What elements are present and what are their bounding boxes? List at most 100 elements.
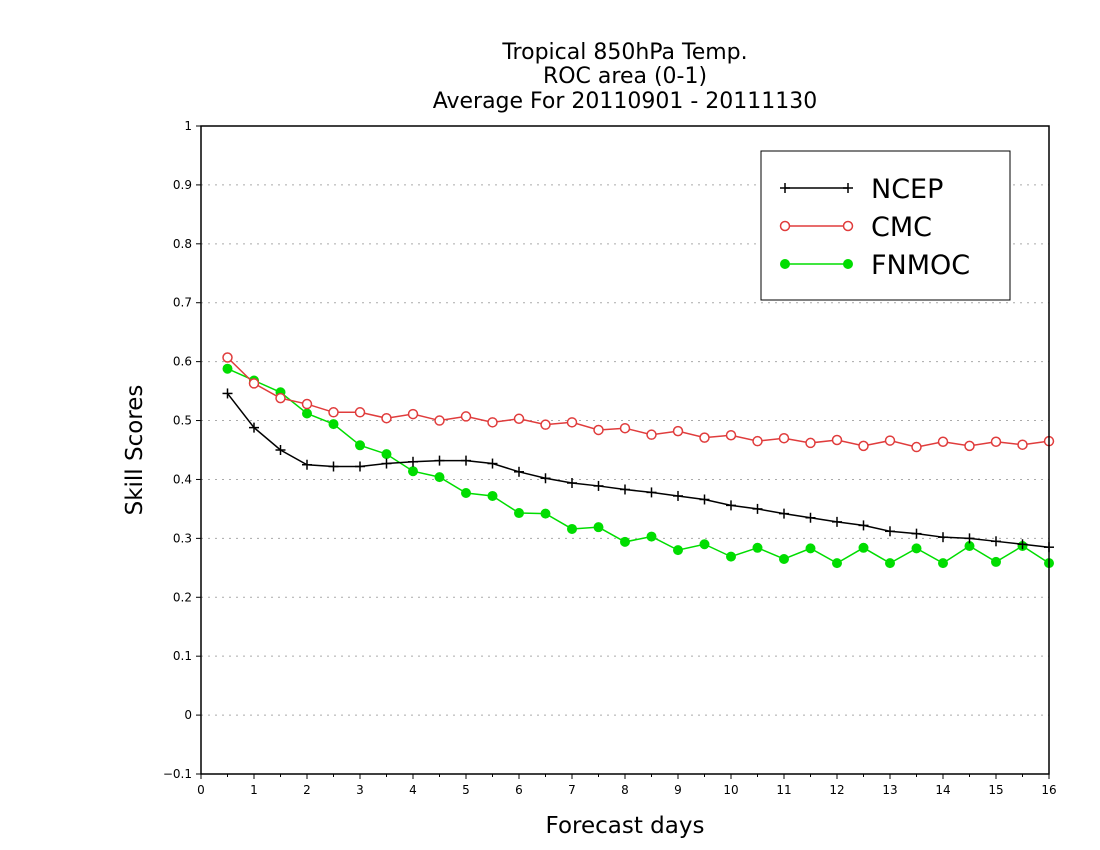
series-ncep-line — [226, 392, 1050, 548]
series-ncep-point — [832, 516, 842, 527]
series-fnmoc-point — [726, 551, 736, 562]
legend-marker — [843, 259, 853, 269]
series-cmc-point — [566, 417, 578, 428]
x-tick-label: 15 — [988, 783, 1003, 797]
series-fnmoc-point — [620, 536, 630, 547]
series-cmc-point — [937, 436, 949, 448]
series-cmc-point — [354, 407, 366, 418]
series-cmc-point — [778, 432, 790, 444]
chart-title-line-3: Average For 20110901 - 20111130 — [433, 89, 818, 114]
y-tick-label: 1 — [184, 119, 192, 133]
series-cmc-point — [911, 441, 922, 453]
series-ncep-point — [646, 487, 657, 498]
series-ncep-point — [620, 484, 630, 495]
series-ncep-point — [858, 520, 869, 531]
series-ncep-point — [911, 528, 922, 539]
chart-title-line-1: Tropical 850hPa Temp. — [501, 40, 747, 65]
y-tick-label: −0.1 — [163, 767, 192, 781]
axis-ticks: −0.100.10.20.30.40.50.60.70.80.910 1 2 3 4 5 6… — [163, 119, 1057, 797]
series-cmc-point — [460, 411, 472, 422]
series-cmc-point — [381, 412, 392, 424]
series-ncep-point — [673, 490, 683, 501]
series-fnmoc-point — [381, 449, 392, 460]
series-ncep-point — [885, 526, 895, 537]
legend-marker — [842, 220, 854, 232]
series-cmc-point — [990, 436, 1002, 448]
legend-item-ncep: NCEP — [780, 174, 943, 205]
x-tick-label: 2 — [303, 783, 311, 797]
series-cmc-point — [619, 422, 631, 434]
x-tick-label: 5 — [462, 783, 470, 797]
series-ncep-point — [752, 503, 763, 514]
y-tick-label: 0.9 — [173, 178, 192, 192]
series-ncep-point — [328, 461, 339, 472]
series-ncep-point — [540, 473, 551, 484]
series-cmc-line — [226, 356, 1050, 448]
series-cmc-point — [831, 434, 843, 446]
series-ncep-point — [593, 480, 604, 491]
series-cmc-point — [487, 417, 498, 428]
series-cmc-point — [858, 440, 869, 452]
series-cmc-point — [646, 429, 657, 440]
series-fnmoc-point — [408, 466, 418, 477]
series-ncep-point — [461, 455, 471, 466]
series-cmc-point — [434, 415, 445, 426]
series-ncep-point — [222, 388, 233, 399]
x-tick-label: 0 — [197, 783, 205, 797]
y-tick-label: 0.7 — [173, 296, 192, 310]
series-fnmoc-point — [355, 440, 365, 451]
series-fnmoc-point — [805, 543, 816, 554]
series-fnmoc-point — [858, 542, 869, 553]
x-tick-label: 1 — [250, 783, 258, 797]
series-ncep-point — [275, 445, 286, 455]
series-cmc-point — [328, 407, 339, 418]
y-tick-label: 0.8 — [173, 237, 192, 251]
plot-frame — [200, 125, 1050, 775]
chart-title-line-2: ROC area (0-1) — [543, 64, 707, 89]
legend-item-cmc: CMC — [779, 212, 932, 243]
series-cmc — [222, 352, 1055, 453]
series-fnmoc-point — [487, 490, 498, 501]
x-axis-label: Forecast days — [546, 813, 705, 839]
series-ncep-point — [805, 512, 816, 523]
series-ncep-point — [726, 500, 736, 511]
y-tick-label: 0.5 — [173, 414, 192, 428]
series-fnmoc-point — [434, 472, 445, 483]
legend-marker — [780, 183, 790, 193]
series-fnmoc-point — [699, 539, 710, 550]
series-cmc-point — [407, 408, 419, 420]
legend-marker — [780, 259, 790, 269]
x-tick-label: 12 — [829, 783, 844, 797]
y-axis-label: Skill Scores — [122, 385, 148, 516]
series-ncep — [222, 388, 1054, 553]
y-tick-label: 0.1 — [173, 649, 192, 663]
legend-marker — [779, 220, 791, 232]
x-tick-label: 9 — [674, 783, 682, 797]
series-cmc-point — [513, 413, 525, 425]
y-tick-label: 0.2 — [173, 590, 192, 604]
y-tick-label: 0.4 — [173, 472, 192, 486]
legend-label-cmc: CMC — [871, 212, 932, 243]
series-ncep-point — [487, 458, 498, 469]
series-fnmoc-point — [646, 531, 657, 542]
x-tick-label: 6 — [515, 783, 523, 797]
series-cmc-point — [805, 437, 816, 449]
x-tick-label: 10 — [723, 783, 738, 797]
x-tick-label: 14 — [935, 783, 950, 797]
series-fnmoc-point — [328, 419, 339, 430]
series-fnmoc-point — [461, 488, 471, 499]
series-ncep-point — [355, 461, 365, 472]
series-cmc-point — [699, 432, 710, 443]
series-cmc-point — [301, 398, 313, 410]
series-fnmoc-point — [514, 508, 524, 519]
series-cmc-point — [884, 435, 896, 446]
y-tick-label: 0.3 — [173, 531, 192, 545]
series-fnmoc-point — [593, 522, 604, 533]
series-fnmoc-point — [991, 556, 1001, 567]
data-series — [222, 352, 1055, 569]
x-tick-label: 7 — [568, 783, 576, 797]
series-ncep-point — [938, 532, 948, 543]
series-ncep-point — [381, 458, 392, 469]
legend-item-fnmoc: FNMOC — [780, 250, 970, 281]
